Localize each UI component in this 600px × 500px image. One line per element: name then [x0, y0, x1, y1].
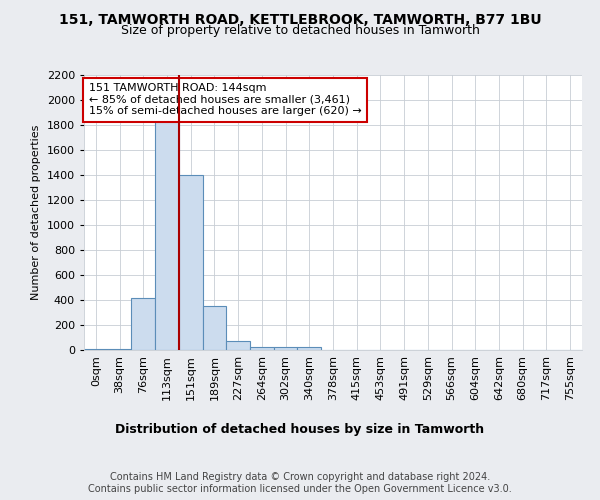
Bar [203, 306, 226, 350]
Y-axis label: Number of detached properties: Number of detached properties [31, 125, 41, 300]
Bar [274, 347, 298, 350]
Bar [250, 347, 274, 350]
Text: 151 TAMWORTH ROAD: 144sqm
← 85% of detached houses are smaller (3,461)
15% of se: 151 TAMWORTH ROAD: 144sqm ← 85% of detac… [89, 83, 362, 116]
Bar [298, 347, 321, 350]
Bar [131, 298, 155, 350]
Text: Size of property relative to detached houses in Tamworth: Size of property relative to detached ho… [121, 24, 479, 37]
Bar [155, 100, 179, 350]
Text: Contains HM Land Registry data © Crown copyright and database right 2024.
Contai: Contains HM Land Registry data © Crown c… [88, 472, 512, 494]
Text: Distribution of detached houses by size in Tamworth: Distribution of detached houses by size … [115, 422, 485, 436]
Bar [226, 340, 250, 350]
Text: 151, TAMWORTH ROAD, KETTLEBROOK, TAMWORTH, B77 1BU: 151, TAMWORTH ROAD, KETTLEBROOK, TAMWORT… [59, 12, 541, 26]
Bar [179, 175, 203, 350]
